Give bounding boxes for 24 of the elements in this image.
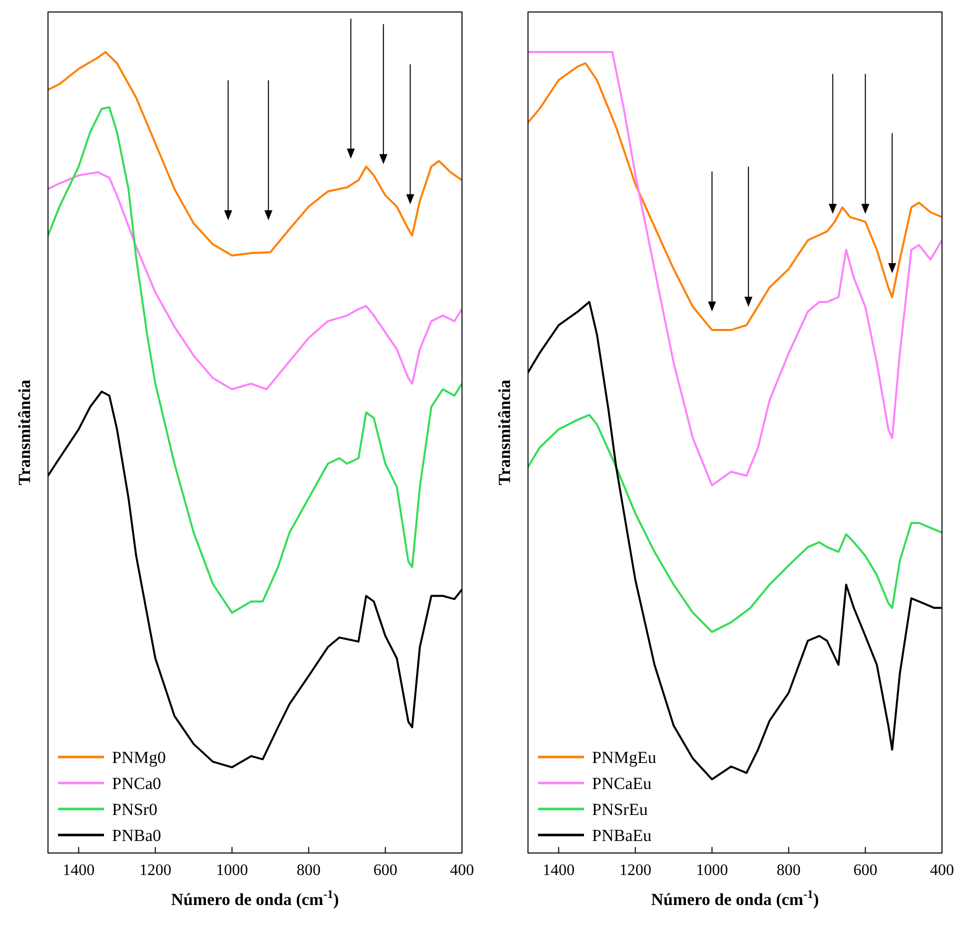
x-tick-label: 1400 <box>62 862 95 879</box>
legend-label: PNSr0 <box>112 800 158 819</box>
x-tick-label: 600 <box>373 862 398 879</box>
y-axis-title: Transmitância <box>15 379 34 486</box>
x-tick-label: 1200 <box>619 862 652 879</box>
legend-label: PNBa0 <box>112 826 162 845</box>
legend-label: PNCaEu <box>592 774 652 793</box>
x-axis-title: Número de onda (cm$^{-1}$) <box>171 887 339 909</box>
x-tick-label: 1000 <box>216 862 248 879</box>
x-tick-label: 800 <box>776 862 801 879</box>
x-tick-label: 1200 <box>139 862 172 879</box>
x-tick-label: 600 <box>853 862 878 879</box>
x-tick-label: 1400 <box>542 862 575 879</box>
x-tick-label: 400 <box>450 862 474 879</box>
legend-label: PNMg0 <box>112 748 166 767</box>
legend-label: PNBaEu <box>592 826 652 845</box>
x-tick-label: 1000 <box>696 862 728 879</box>
x-tick-label: 800 <box>296 862 321 879</box>
x-tick-label: 400 <box>930 862 954 879</box>
y-axis-title: Transmitância <box>495 379 514 486</box>
x-axis-title: Número de onda (cm$^{-1}$) <box>651 887 819 909</box>
legend-label: PNSrEu <box>592 800 648 819</box>
legend-label: PNCa0 <box>112 774 162 793</box>
legend-label: PNMgEu <box>592 748 657 767</box>
